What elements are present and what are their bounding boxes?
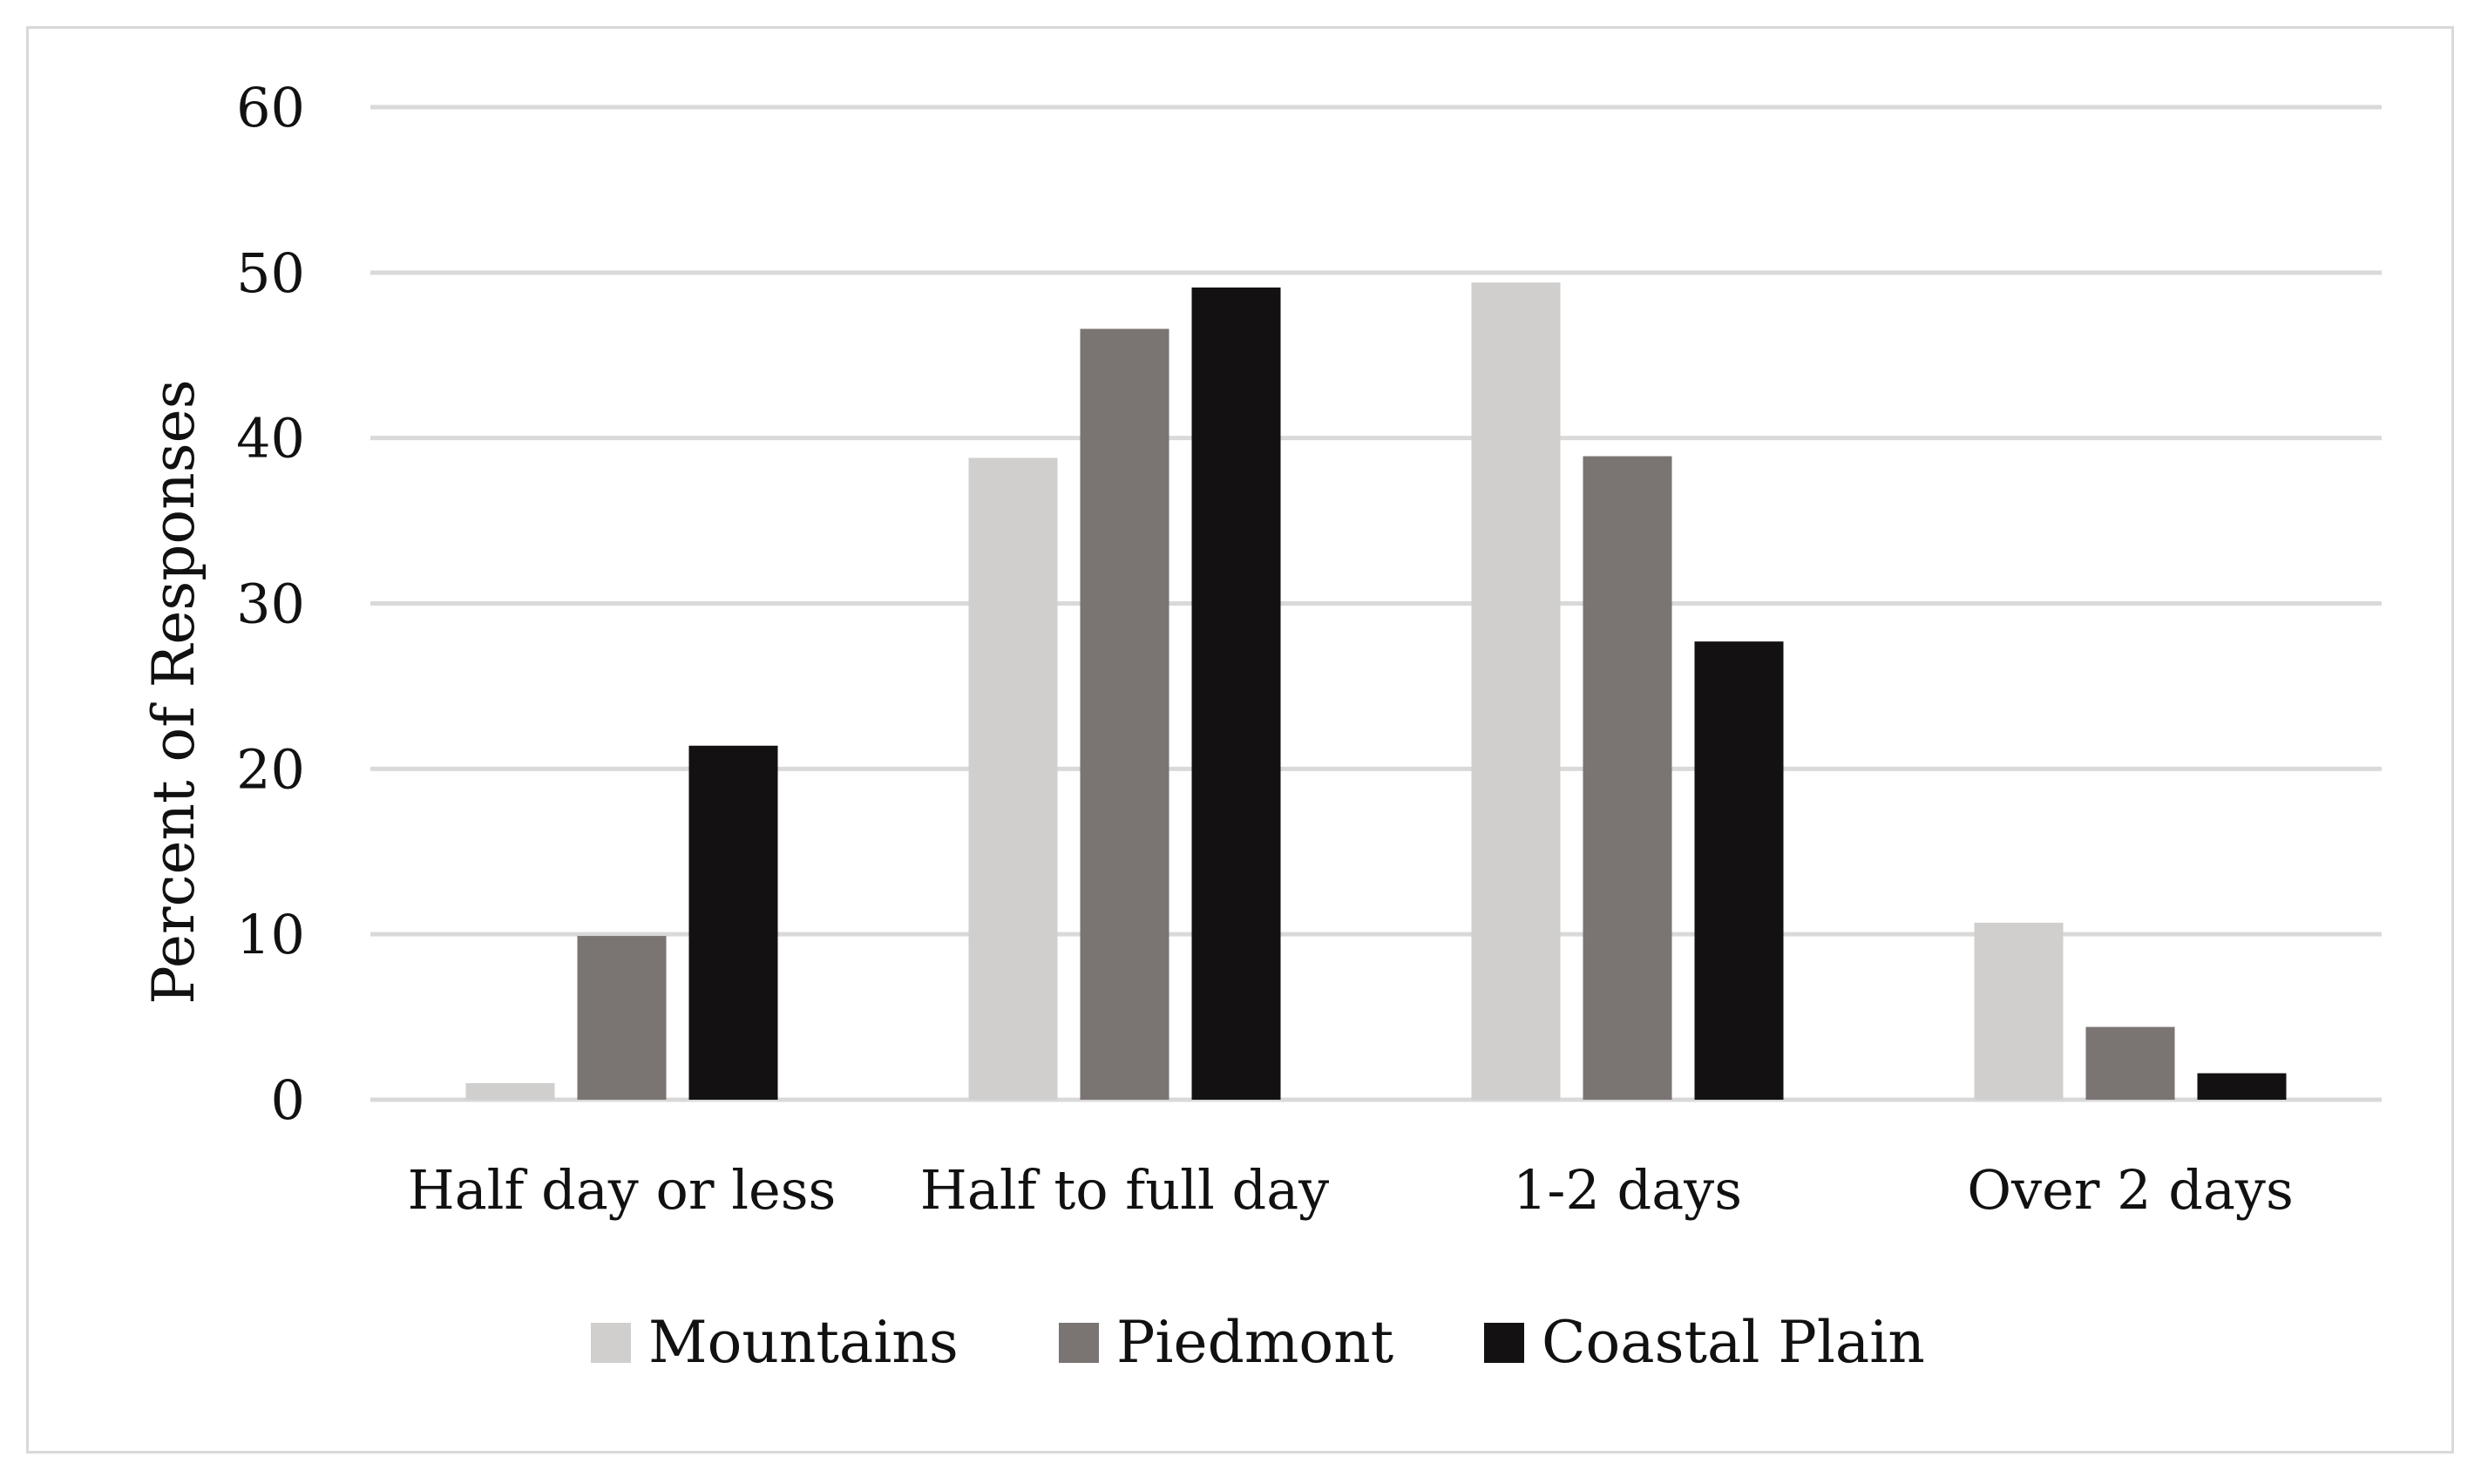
bar-coastal-plain xyxy=(1694,641,1784,1100)
legend-label: Piedmont xyxy=(1116,1309,1393,1376)
legend-swatch xyxy=(591,1323,631,1363)
bar-piedmont xyxy=(1583,456,1672,1100)
legend: Mountains Piedmont Coastal Plain xyxy=(591,1309,1925,1376)
bar-mountains xyxy=(1974,922,2064,1100)
y-tick-label: 50 xyxy=(236,241,305,305)
bar-mountains xyxy=(968,457,1058,1100)
y-tick-label: 40 xyxy=(236,407,305,471)
bar-piedmont xyxy=(1080,329,1169,1100)
y-tick-label: 0 xyxy=(271,1068,305,1132)
x-tick-label: 1-2 days xyxy=(1513,1158,1742,1222)
x-tick-label: Half day or less xyxy=(408,1158,837,1222)
legend-swatch xyxy=(1059,1323,1099,1363)
bar-mountains xyxy=(1471,282,1561,1100)
y-tick-label: 10 xyxy=(236,903,305,966)
legend-label: Mountains xyxy=(648,1309,959,1376)
bar-mountains xyxy=(465,1083,555,1100)
x-axis-ticks: Half day or less Half to full day 1-2 days… xyxy=(408,1158,2294,1222)
bars xyxy=(465,282,2287,1100)
y-tick-label: 30 xyxy=(236,573,305,636)
y-tick-label: 60 xyxy=(236,76,305,139)
bar-coastal-plain xyxy=(1191,287,1281,1100)
y-axis-ticks: 0 10 20 30 40 50 60 xyxy=(236,76,305,1132)
x-tick-label: Half to full day xyxy=(920,1158,1329,1222)
bar-coastal-plain xyxy=(2197,1073,2287,1100)
x-tick-label: Over 2 days xyxy=(1967,1158,2294,1222)
gridlines xyxy=(370,105,2382,1102)
bar-coastal-plain xyxy=(688,745,778,1100)
y-tick-label: 20 xyxy=(236,737,305,801)
legend-label: Coastal Plain xyxy=(1542,1309,1925,1376)
legend-swatch xyxy=(1484,1323,1524,1363)
y-axis-title: Percent of Responses xyxy=(140,379,207,1004)
bar-piedmont xyxy=(2085,1027,2175,1100)
bar-piedmont xyxy=(577,936,667,1100)
